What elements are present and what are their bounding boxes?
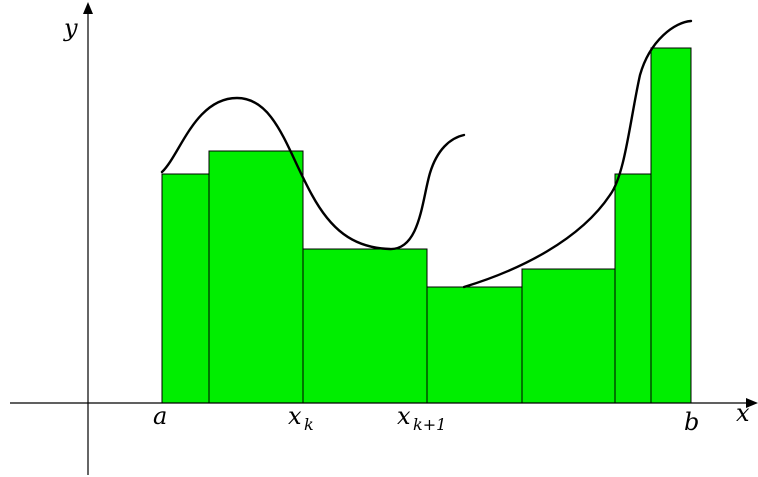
rectangle-7 [650,47,692,404]
x-axis-label: x [736,399,750,427]
riemann-rectangles [161,47,692,404]
y-axis-label: y [63,14,78,42]
rectangle-5 [521,268,616,404]
label-xk-base: x [288,402,302,430]
label-xk1-subscript: k+1 [413,415,446,434]
label-xk1: x k+1 [397,402,446,434]
function-curve-left [160,96,466,251]
rectangle-3 [302,248,428,404]
label-xk-subscript: k [304,415,314,434]
label-a: a [153,402,167,430]
label-xk1-base: x [397,402,411,430]
label-b: b [684,408,699,436]
y-axis-arrowhead [83,2,93,14]
rectangle-6 [614,173,652,404]
label-xk: x k [288,402,314,434]
rectangle-4 [426,286,523,404]
x-axis-arrowhead [746,398,758,408]
rectangle-2 [208,150,304,404]
function-curve-right [462,19,693,289]
rectangle-1 [161,173,210,404]
